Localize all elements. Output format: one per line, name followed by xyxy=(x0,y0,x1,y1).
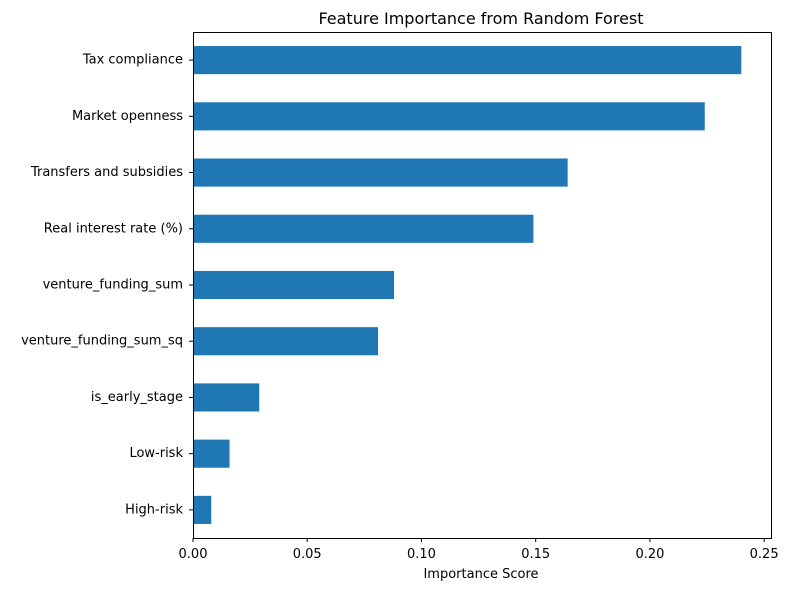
x-tick-label: 0.05 xyxy=(293,547,322,562)
y-tick-label: Market openness xyxy=(72,109,183,124)
x-axis-label: Importance Score xyxy=(423,567,538,582)
x-axis-ticks: 0.00 0.05 0.10 0.15 0.20 0.25 xyxy=(179,538,779,562)
x-tick-label: 0.00 xyxy=(179,547,208,562)
y-tick-label: High-risk xyxy=(125,502,183,517)
bar-3 xyxy=(193,214,534,243)
bar-7 xyxy=(193,439,230,468)
bar-5 xyxy=(193,327,379,356)
y-tick-label: venture_funding_sum xyxy=(43,278,183,293)
x-tick-label: 0.20 xyxy=(635,547,664,562)
y-tick-label: is_early_stage xyxy=(91,390,183,405)
bars-layer xyxy=(193,46,742,524)
bar-6 xyxy=(193,383,260,412)
x-tick-label: 0.25 xyxy=(750,547,779,562)
bar-2 xyxy=(193,158,568,187)
bar-0 xyxy=(193,46,742,75)
y-tick-label: Transfers and subsidies xyxy=(30,165,183,180)
x-tick-label: 0.15 xyxy=(521,547,550,562)
y-axis-ticks: Tax compliance Market openness Transfers a… xyxy=(21,53,193,517)
bar-4 xyxy=(193,270,395,300)
chart-title: Feature Importance from Random Forest xyxy=(318,9,643,28)
x-tick-label: 0.10 xyxy=(407,547,436,562)
plot-frame xyxy=(193,32,772,539)
y-tick-label: Tax compliance xyxy=(82,53,183,68)
bar-8 xyxy=(193,495,212,524)
bar-1 xyxy=(193,102,705,131)
y-tick-label: Low-risk xyxy=(129,446,183,461)
y-tick-label: Real interest rate (%) xyxy=(44,221,183,236)
y-tick-label: venture_funding_sum_sq xyxy=(21,334,183,349)
